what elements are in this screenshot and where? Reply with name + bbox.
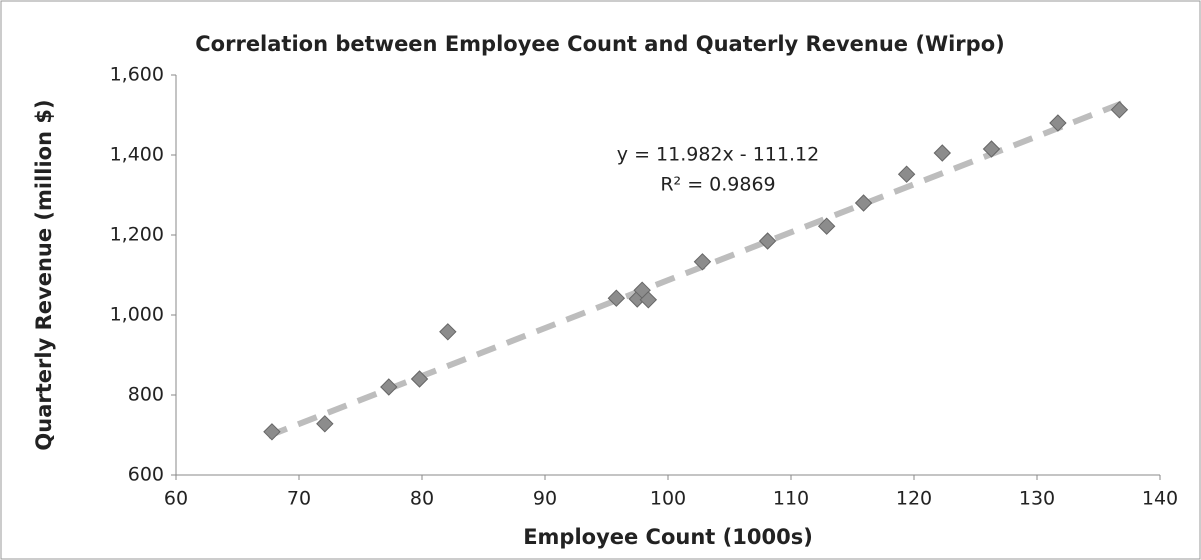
x-tick-label: 70	[287, 488, 311, 510]
x-tick-label: 80	[410, 488, 434, 510]
data-point	[854, 194, 873, 212]
data-point	[817, 217, 836, 235]
data-point	[316, 415, 334, 433]
x-tick-label: 60	[164, 488, 188, 510]
data-point	[1110, 101, 1129, 119]
data-point	[1049, 114, 1067, 132]
data-point	[982, 140, 1001, 158]
data-point	[380, 378, 398, 396]
x-tick-label: 140	[1142, 488, 1178, 510]
data-point	[607, 289, 626, 307]
data-point	[933, 144, 951, 162]
data-point	[693, 253, 712, 271]
y-tick-label: 1,400	[110, 144, 164, 166]
data-point	[410, 370, 429, 388]
trendline-r-squared: R² = 0.9869	[660, 174, 775, 196]
x-tick-label: 120	[896, 488, 932, 510]
y-tick-label: 1,600	[110, 64, 164, 86]
y-tick-label: 1,000	[110, 304, 164, 326]
x-axis-label: Employee Count (1000s)	[523, 525, 813, 549]
x-tick-label: 110	[773, 488, 809, 510]
data-point	[897, 165, 916, 183]
y-tick-label: 800	[128, 384, 164, 406]
chart-title: Correlation between Employee Count and Q…	[195, 32, 1004, 56]
x-tick-label: 130	[1019, 488, 1055, 510]
data-point	[439, 323, 457, 341]
trendline-equation: y = 11.982x - 111.12	[617, 144, 819, 166]
y-tick-label: 600	[128, 464, 164, 486]
trendline	[267, 100, 1125, 439]
y-axis-label: Quarterly Revenue (million $)	[32, 99, 56, 450]
y-tick-label: 1,200	[110, 224, 164, 246]
x-tick-label: 90	[533, 488, 557, 510]
data-point	[639, 291, 658, 309]
x-tick-label: 100	[650, 488, 686, 510]
data-point	[263, 423, 281, 441]
data-point	[758, 232, 777, 250]
